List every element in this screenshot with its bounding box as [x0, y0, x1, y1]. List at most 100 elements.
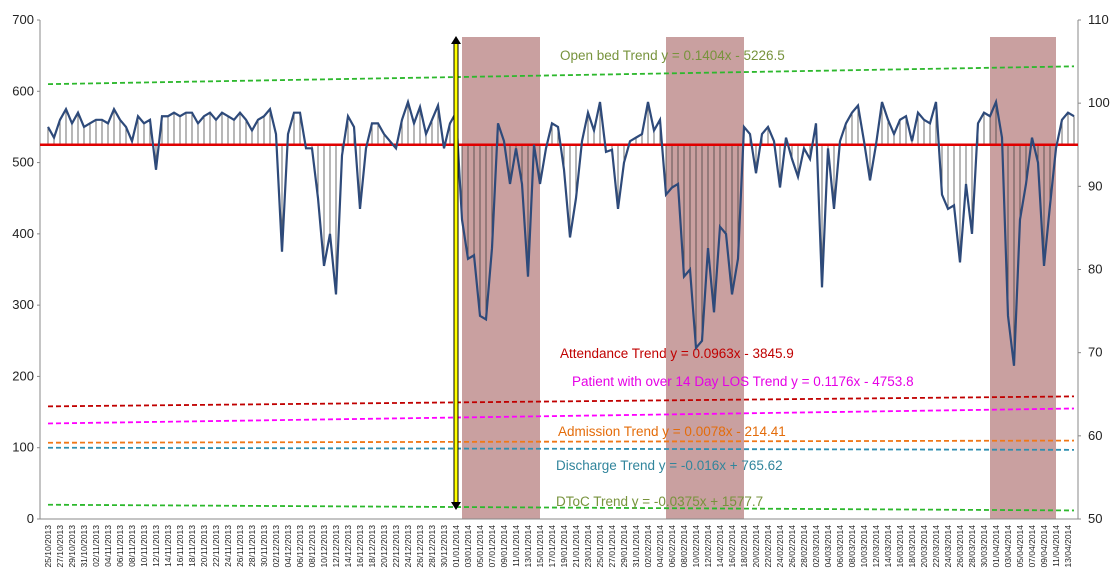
y2-tick-label: 80 — [1088, 262, 1102, 277]
trend-label: Patient with over 14 Day LOS Trend y = 0… — [572, 374, 914, 389]
x-tick-label: 20/02/2014 — [751, 525, 761, 568]
y2-tick-label: 90 — [1088, 178, 1102, 193]
x-tick-label: 09/04/2014 — [1039, 525, 1049, 568]
trend-line — [47, 407, 1075, 425]
x-tick-label: 12/12/2013 — [331, 525, 341, 568]
x-tick-label: 29/10/2013 — [67, 525, 77, 568]
x-tick-label: 06/12/2013 — [295, 525, 305, 568]
x-tick-label: 26/03/2014 — [955, 525, 965, 568]
y-tick-label: 200 — [12, 368, 34, 383]
x-tick-label: 14/12/2013 — [343, 525, 353, 568]
x-tick-label: 02/12/2013 — [271, 525, 281, 568]
x-tick-label: 20/11/2013 — [199, 525, 209, 567]
x-tick-label: 07/01/2014 — [487, 525, 497, 568]
x-tick-label: 07/04/2014 — [1027, 525, 1037, 568]
x-tick-label: 08/11/2013 — [127, 525, 137, 567]
x-tick-label: 24/12/2013 — [403, 525, 413, 568]
x-tick-label: 14/02/2014 — [715, 525, 725, 568]
x-tick-label: 02/11/2013 — [91, 525, 101, 567]
x-tick-label: 05/04/2014 — [1015, 525, 1025, 568]
x-tick-label: 14/03/2014 — [883, 525, 893, 568]
x-tick-label: 04/12/2013 — [283, 525, 293, 568]
x-tick-label: 11/01/2014 — [511, 525, 521, 567]
x-tick-label: 30/12/2013 — [439, 525, 449, 568]
shaded-range — [462, 37, 540, 519]
y-tick-label: 700 — [12, 12, 34, 27]
x-tick-label: 04/03/2014 — [823, 525, 833, 568]
x-tick-label: 10/11/2013 — [139, 525, 149, 567]
trend-label: Attendance Trend y = 0.0963x - 3845.9 — [560, 346, 794, 361]
x-tick-label: 01/01/2014 — [451, 525, 461, 568]
y-tick-label: 300 — [12, 297, 34, 312]
x-tick-label: 18/02/2014 — [739, 525, 749, 568]
x-tick-label: 18/03/2014 — [907, 525, 917, 568]
x-tick-label: 27/10/2013 — [55, 525, 65, 568]
x-tick-label: 22/12/2013 — [391, 525, 401, 568]
x-tick-label: 14/11/2013 — [163, 525, 173, 567]
y2-tick-label: 70 — [1088, 345, 1102, 360]
x-tick-label: 28/11/2013 — [247, 525, 257, 567]
x-tick-label: 22/02/2014 — [763, 525, 773, 568]
x-tick-label: 10/02/2014 — [691, 525, 701, 568]
trend-line — [47, 395, 1075, 408]
x-tick-label: 16/02/2014 — [727, 525, 737, 568]
y2-tick-label: 100 — [1088, 95, 1110, 110]
x-tick-label: 12/03/2014 — [871, 525, 881, 568]
x-tick-label: 24/03/2014 — [943, 525, 953, 568]
x-tick-label: 28/03/2014 — [967, 525, 977, 568]
x-tick-label: 12/11/2013 — [151, 525, 161, 567]
x-tick-label: 03/04/2014 — [1003, 525, 1013, 568]
x-tick-label: 09/01/2014 — [499, 525, 509, 568]
y-tick-label: 400 — [12, 226, 34, 241]
x-tick-label: 12/02/2014 — [703, 525, 713, 568]
x-tick-label: 04/11/2013 — [103, 525, 113, 567]
x-tick-label: 16/03/2014 — [895, 525, 905, 568]
trend-line — [47, 65, 1075, 86]
y-tick-label: 100 — [12, 440, 34, 455]
x-tick-label: 31/10/2013 — [79, 525, 89, 568]
x-tick-label: 03/01/2014 — [463, 525, 473, 568]
x-tick-label: 30/03/2014 — [979, 525, 989, 568]
trend-line — [47, 439, 1075, 444]
x-tick-label: 10/03/2014 — [859, 525, 869, 568]
x-tick-label: 06/03/2014 — [835, 525, 845, 568]
trend-label: Discharge Trend y = -0.016x + 765.62 — [556, 458, 783, 473]
x-tick-label: 05/01/2014 — [475, 525, 485, 568]
y2-tick-label: 110 — [1088, 12, 1109, 27]
x-tick-label: 26/02/2014 — [787, 525, 797, 568]
y-tick-label: 500 — [12, 155, 34, 170]
x-tick-label: 24/02/2014 — [775, 525, 785, 568]
x-tick-label: 28/12/2013 — [427, 525, 437, 568]
y-tick-label: 0 — [27, 511, 34, 526]
x-tick-label: 06/02/2014 — [667, 525, 677, 568]
line — [47, 98, 1075, 366]
x-tick-label: 25/10/2013 — [43, 525, 53, 568]
x-tick-label: 21/01/2014 — [571, 525, 581, 568]
x-tick-label: 29/01/2014 — [619, 525, 629, 568]
y-tick-label: 600 — [12, 83, 34, 98]
x-tick-label: 18/12/2013 — [367, 525, 377, 568]
shaded-range — [990, 37, 1056, 519]
trend-label: Admission Trend y = 0.0078x - 214.41 — [558, 424, 786, 439]
x-tick-label: 20/03/2014 — [919, 525, 929, 568]
x-tick-label: 22/11/2013 — [211, 525, 221, 567]
y2-tick-label: 60 — [1088, 428, 1102, 443]
x-tick-label: 02/03/2014 — [811, 525, 821, 568]
x-tick-label: 02/02/2014 — [643, 525, 653, 568]
x-tick-label: 01/04/2014 — [991, 525, 1001, 568]
x-tick-label: 31/01/2014 — [631, 525, 641, 568]
x-tick-label: 28/02/2014 — [799, 525, 809, 568]
trend-label: Open bed Trend y = 0.1404x - 5226.5 — [560, 48, 785, 63]
x-tick-label: 06/11/2013 — [115, 525, 125, 567]
trend-label: DToC Trend y = -0.0375x + 1577.7 — [556, 494, 763, 509]
x-tick-label: 04/02/2014 — [655, 525, 665, 568]
x-tick-label: 26/11/2013 — [235, 525, 245, 567]
x-tick-label: 17/01/2014 — [547, 525, 557, 568]
x-tick-label: 24/11/2013 — [223, 525, 233, 567]
y2-tick-label: 50 — [1088, 511, 1102, 526]
x-tick-label: 15/01/2014 — [535, 525, 545, 568]
x-tick-label: 27/01/2014 — [607, 525, 617, 568]
trend-line — [47, 446, 1075, 451]
x-tick-label: 13/01/2014 — [523, 525, 533, 568]
